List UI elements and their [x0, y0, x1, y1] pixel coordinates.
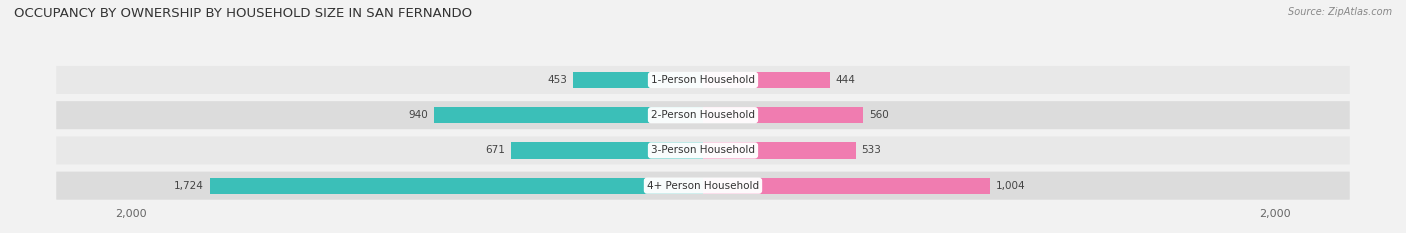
Text: 1-Person Household: 1-Person Household	[651, 75, 755, 85]
FancyBboxPatch shape	[56, 172, 1350, 200]
Bar	[209, 178, 703, 194]
FancyBboxPatch shape	[56, 66, 1350, 94]
Bar	[703, 107, 863, 123]
Text: 560: 560	[869, 110, 889, 120]
Bar	[703, 72, 830, 88]
FancyBboxPatch shape	[56, 101, 1350, 129]
Text: 940: 940	[409, 110, 429, 120]
Text: 444: 444	[835, 75, 856, 85]
Text: 1,724: 1,724	[174, 181, 204, 191]
FancyBboxPatch shape	[56, 136, 1350, 164]
Text: Source: ZipAtlas.com: Source: ZipAtlas.com	[1288, 7, 1392, 17]
Text: 3-Person Household: 3-Person Household	[651, 145, 755, 155]
Text: 533: 533	[862, 145, 882, 155]
Bar	[434, 107, 703, 123]
Text: OCCUPANCY BY OWNERSHIP BY HOUSEHOLD SIZE IN SAN FERNANDO: OCCUPANCY BY OWNERSHIP BY HOUSEHOLD SIZE…	[14, 7, 472, 20]
Bar	[703, 178, 990, 194]
Bar	[703, 142, 855, 158]
Bar	[510, 142, 703, 158]
Text: 4+ Person Household: 4+ Person Household	[647, 181, 759, 191]
Text: 453: 453	[548, 75, 568, 85]
Bar	[574, 72, 703, 88]
Text: 1,004: 1,004	[995, 181, 1025, 191]
Text: 671: 671	[485, 145, 505, 155]
Text: 2-Person Household: 2-Person Household	[651, 110, 755, 120]
